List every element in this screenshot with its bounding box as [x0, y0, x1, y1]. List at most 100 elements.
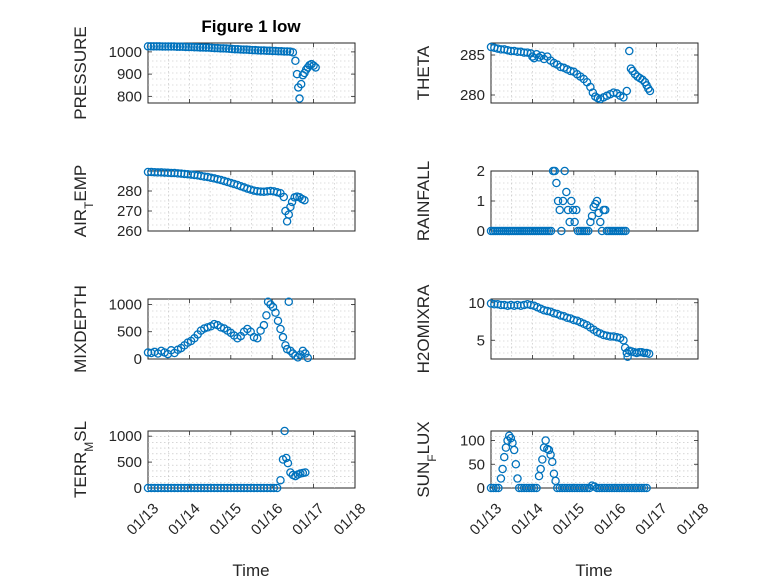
- y-axis-label: PRESSURE: [71, 26, 90, 120]
- data-point: [149, 42, 159, 51]
- data-point: [195, 43, 205, 52]
- data-point: [164, 42, 173, 51]
- data-point: [567, 196, 576, 206]
- data-point: [644, 349, 654, 358]
- data-point: [621, 226, 630, 236]
- data-point: [280, 426, 289, 436]
- data-point: [198, 43, 208, 52]
- figure-title: Figure 1 low: [201, 17, 301, 36]
- data-point: [637, 483, 646, 493]
- data-point: [496, 474, 506, 483]
- data-point: [291, 56, 300, 66]
- x-tick-label: 01/14: [508, 500, 547, 539]
- data-point: [511, 459, 521, 469]
- data-point: [201, 43, 211, 52]
- subplot-theta: 280 285 THETA: [414, 42, 699, 104]
- data-point: [239, 45, 248, 54]
- x-tick-label: 01/16: [591, 500, 630, 539]
- x-axis-label-left: Time: [232, 561, 269, 580]
- subplot-pressure: 800 900 1000 PRESSURE: [71, 26, 356, 120]
- data-point: [572, 205, 581, 215]
- data-point: [172, 42, 182, 52]
- y-tick-label: 1: [477, 193, 485, 210]
- subplot-rainfall: 0 1 2 RAINFALL: [414, 161, 699, 241]
- data-point: [645, 86, 655, 96]
- data-point: [298, 346, 308, 356]
- data-point: [193, 42, 202, 52]
- data-point: [283, 458, 293, 468]
- y-tick-label: 0: [477, 223, 485, 240]
- data-point: [555, 205, 564, 215]
- data-point: [265, 46, 274, 56]
- data-point: [560, 166, 569, 176]
- data-point: [541, 436, 550, 445]
- data-point: [271, 308, 280, 317]
- data-point: [309, 61, 318, 70]
- data-point: [242, 45, 251, 54]
- x-tick-label: 01/15: [206, 500, 245, 539]
- data-point: [269, 483, 279, 493]
- data-point: [207, 43, 217, 53]
- y-tick-label: 0: [134, 480, 142, 497]
- data-point: [491, 483, 501, 493]
- data-point: [227, 44, 237, 54]
- data-point: [230, 44, 240, 54]
- data-point: [253, 334, 262, 343]
- data-point: [563, 205, 573, 215]
- y-tick-label: 100: [460, 433, 485, 450]
- data-point: [489, 483, 498, 493]
- data-point: [584, 226, 593, 236]
- data-point: [568, 205, 578, 215]
- data-point: [644, 84, 653, 93]
- y-tick-label: 800: [117, 88, 142, 105]
- subplot-terr-msl: 0 500 1000 01/13 01/14 01/15 01/16 01/17 01/18 TE…: [71, 421, 369, 539]
- data-point: [580, 483, 589, 493]
- data-point: [181, 42, 190, 52]
- data-point: [562, 187, 571, 197]
- data-point: [250, 45, 260, 55]
- data-point: [287, 197, 297, 207]
- data-point: [296, 79, 306, 89]
- y-axis-label: THETA: [414, 45, 433, 100]
- data-point: [276, 324, 285, 334]
- data-point: [262, 311, 271, 320]
- x-tick-label: 01/17: [289, 500, 328, 539]
- data-point: [175, 42, 185, 52]
- data-point: [190, 42, 199, 52]
- y-axis-label: RAINFALL: [414, 161, 433, 241]
- y-tick-label: 1000: [109, 44, 142, 61]
- data-point: [273, 316, 283, 326]
- data-point: [271, 46, 280, 56]
- y-tick-label: 270: [117, 203, 142, 220]
- data-point: [513, 474, 522, 483]
- y-tick-label: 500: [117, 454, 142, 471]
- data-point: [256, 46, 266, 55]
- data-point: [509, 445, 519, 455]
- data-point: [639, 483, 649, 493]
- data-point: [277, 46, 286, 56]
- data-point: [548, 457, 557, 467]
- data-point: [546, 226, 556, 236]
- data-point: [586, 217, 595, 227]
- data-point: [625, 46, 634, 56]
- data-point: [566, 66, 575, 76]
- data-point: [233, 44, 243, 54]
- x-tick-label: 01/17: [632, 500, 671, 539]
- data-point: [300, 195, 309, 205]
- data-point: [538, 455, 547, 464]
- data-point: [282, 47, 292, 56]
- y-axis-label: AIRTEMP: [71, 165, 96, 238]
- y-tick-label: 1000: [109, 296, 142, 313]
- y-tick-label: 280: [460, 87, 485, 104]
- data-point: [259, 46, 269, 55]
- data-point: [311, 63, 320, 72]
- data-point: [565, 217, 574, 227]
- data-point: [166, 42, 176, 51]
- y-tick-label: 1000: [109, 428, 142, 445]
- data-point: [274, 46, 283, 56]
- data-point: [152, 42, 161, 51]
- x-tick-label: 01/18: [331, 500, 370, 539]
- data-point: [155, 42, 164, 51]
- data-point: [221, 44, 231, 53]
- data-point: [550, 166, 560, 176]
